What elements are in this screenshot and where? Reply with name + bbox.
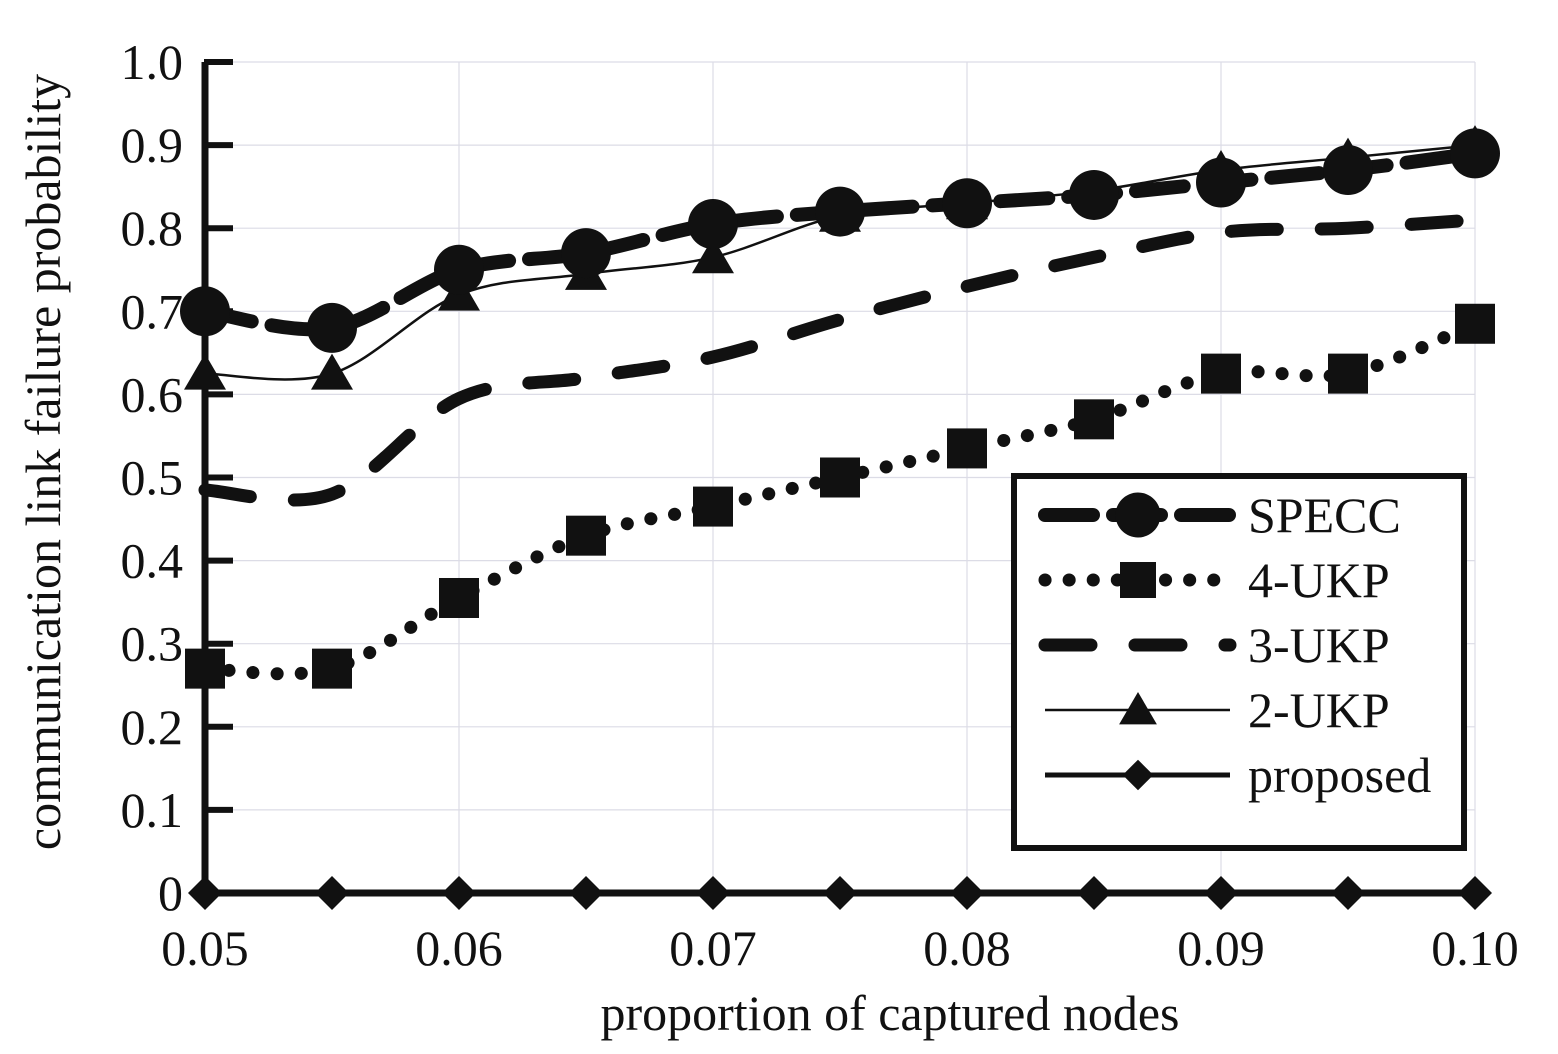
data-point-10 [1450,128,1500,179]
legend-marker-1 [1120,562,1156,598]
data-point-0 [185,648,225,689]
data-point-2 [434,244,484,295]
x-tick-label-4: 0.09 [1177,920,1265,976]
x-tick-label-1: 0.06 [415,920,503,976]
data-point-10 [1455,303,1495,344]
data-point-1 [315,876,349,910]
legend-label-3: 2-UKP [1248,682,1390,738]
data-point-8 [1201,353,1241,394]
data-point-1 [311,353,353,390]
series-proposed [188,876,1492,910]
y-tick-label-1: 0.1 [121,782,184,838]
legend-marker-0 [1115,492,1161,538]
legend: SPECC 4-UKP 3-UKP 2-UKP proposed [1011,473,1467,851]
data-point-9 [1323,145,1373,196]
y-tick-label-2: 0.2 [121,699,184,755]
series-line [198,213,1482,507]
data-point-0 [184,353,226,390]
data-point-5 [815,186,865,237]
series-3-ukp [198,213,1482,507]
legend-label-0: SPECC [1248,487,1401,543]
y-tick-label-8: 0.8 [121,200,184,256]
data-point-7 [1069,169,1119,220]
data-point-10 [1458,876,1492,910]
data-point-0 [188,876,222,910]
x-tick-label-5: 0.10 [1431,920,1519,976]
y-tick-label-5: 0.5 [121,450,184,506]
data-point-6 [942,178,992,229]
data-point-6 [947,428,987,469]
data-point-4 [692,237,734,274]
series-layer [180,125,1500,910]
data-point-4 [693,486,733,527]
legend-marker-4 [1122,759,1154,791]
x-tick-label-2: 0.07 [669,920,757,976]
data-point-2 [442,876,476,910]
y-axis: 0 0.1 0.2 0.3 0.4 0.5 0.6 0.7 0.8 0.9 1.0 [121,34,233,921]
data-point-5 [820,457,860,498]
y-tick-label-4: 0.4 [121,533,184,589]
y-tick-label-7: 0.7 [121,283,184,339]
legend-label-4: proposed [1248,747,1431,803]
legend-label-2: 3-UKP [1248,617,1390,673]
data-point-4 [688,199,738,250]
data-point-2 [439,577,479,618]
series-2-ukp [184,125,1496,390]
series-4-ukp [185,303,1495,689]
data-point-3 [566,515,606,556]
y-tick-label-0: 0 [158,865,183,921]
data-point-3 [561,228,611,279]
x-axis-title: proportion of captured nodes [600,985,1179,1041]
data-point-9 [1328,353,1368,394]
series-specc [180,128,1500,353]
series-line [198,146,1482,337]
legend-label-1: 4-UKP [1248,552,1390,608]
data-point-5 [823,876,857,910]
data-point-1 [312,648,352,689]
data-point-9 [1331,876,1365,910]
y-tick-label-9: 0.9 [121,117,184,173]
x-tick-label-0: 0.05 [161,920,249,976]
data-point-3 [569,876,603,910]
x-tick-label-3: 0.08 [923,920,1011,976]
y-axis-title: communication link failure probability [15,74,71,850]
y-tick-label-10: 1.0 [121,34,184,90]
legend-box [1011,473,1467,851]
data-point-7 [1074,399,1114,440]
data-point-6 [950,876,984,910]
data-point-4 [696,876,730,910]
y-tick-label-3: 0.3 [121,616,184,672]
data-point-1 [307,302,357,353]
legend-marker-3 [1119,692,1157,725]
data-point-8 [1196,157,1246,208]
y-tick-label-6: 0.6 [121,366,184,422]
data-point-8 [1204,876,1238,910]
data-point-0 [180,286,230,337]
data-point-7 [1077,876,1111,910]
